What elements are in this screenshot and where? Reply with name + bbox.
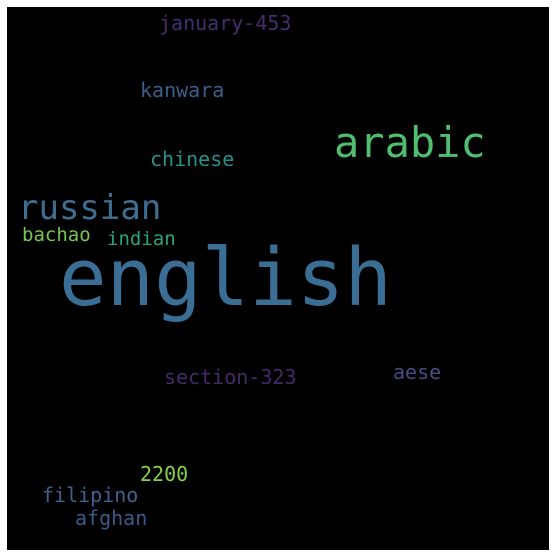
word-bachao: bachao bbox=[22, 224, 91, 246]
word-russian: russian bbox=[18, 188, 162, 228]
word-january-453: january-453 bbox=[159, 11, 292, 35]
word-afghan: afghan bbox=[75, 506, 148, 530]
word-cloud-canvas: english arabic russian chinese kanwara j… bbox=[7, 7, 549, 550]
word-filipino: filipino bbox=[42, 483, 139, 507]
word-kanwara: kanwara bbox=[140, 78, 225, 102]
word-arabic: arabic bbox=[334, 118, 486, 167]
word-chinese: chinese bbox=[150, 147, 235, 171]
word-section-323: section-323 bbox=[164, 365, 297, 389]
word-english: english bbox=[59, 232, 392, 324]
word-indian: indian bbox=[107, 228, 176, 250]
word-2200: 2200 bbox=[140, 462, 189, 486]
word-aese: aese bbox=[393, 360, 442, 384]
